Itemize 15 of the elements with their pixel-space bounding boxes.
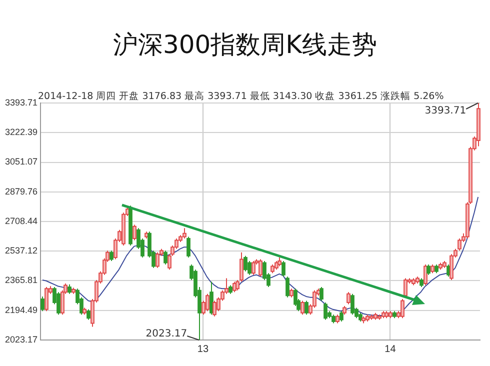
x-tick-label: 13 [197, 344, 209, 355]
annotation: 3393.71 [424, 106, 466, 117]
chart-title: 沪深300指数周K线走势 [112, 29, 378, 61]
y-tick-label: 2879.76 [4, 186, 38, 196]
y-tick-label: 3393.71 [4, 97, 38, 108]
x-tick-label: 14 [384, 344, 396, 355]
y-tick-label: 2708.44 [4, 216, 38, 226]
annotation: 2023.17 [146, 328, 188, 340]
y-tick-label: 2537.12 [4, 246, 38, 256]
y-tick-label: 2023.17 [4, 334, 38, 344]
y-tick-label: 2365.81 [4, 275, 38, 286]
y-tick-label: 3222.39 [4, 127, 38, 138]
y-tick-label: 3051.07 [4, 156, 38, 167]
text: 2014-12-18 周四 开盘 3176.83 最高 3393.71 最低 3143.30 收盘 3361.25 涨跌幅 5.26% [38, 90, 444, 103]
y-tick-label: 2194.49 [4, 304, 38, 315]
